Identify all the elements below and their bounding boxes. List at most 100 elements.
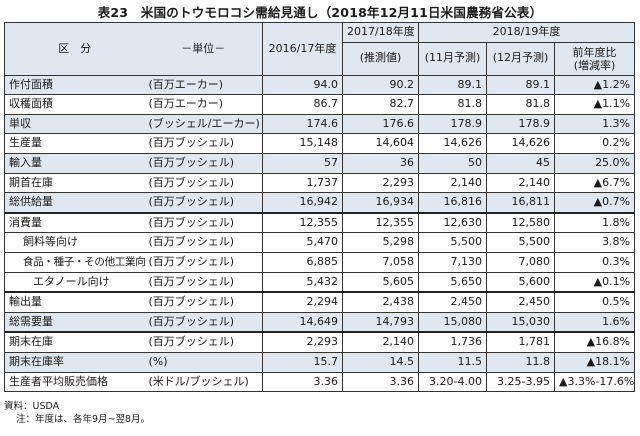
header-2017-estimate: (推測値) [342, 41, 419, 76]
row-label: 生産者平均販売価格 [4, 371, 145, 393]
row-label: 作付面積 [4, 74, 145, 96]
table-row: 輸出量 (百万ブッシェル) 2,294 2,438 2,450 2,450 0.5% [4, 291, 636, 313]
row-unit: (百万エーカー) [144, 74, 263, 96]
row-label: 食品・種子・その他工業向け [4, 251, 145, 273]
value-2018-nov: 3.20-4.00 [418, 371, 487, 393]
table-row: 総供給量 (百万ブッシェル) 16,942 16,934 16,816 16,811 ▲0.… [4, 192, 636, 214]
value-2018-nov: 12,630 [418, 211, 487, 234]
value-2017: 7,058 [342, 251, 419, 273]
value-2018-nov: 15,080 [418, 311, 487, 333]
value-2017: 90.2 [342, 74, 419, 96]
value-2016: 6,885 [262, 251, 343, 273]
value-2017: 5,605 [342, 271, 419, 293]
value-2018-nov: 16,816 [418, 192, 487, 214]
value-2018-nov: 81.8 [418, 94, 487, 115]
value-change: ▲0.7% [553, 192, 636, 214]
value-2016: 12,355 [262, 211, 343, 234]
value-2018-nov: 1,736 [418, 331, 487, 353]
value-2017: 82.7 [342, 94, 419, 115]
value-2017: 3.36 [342, 371, 419, 393]
header-kubun: 区 分 [4, 22, 145, 76]
value-change: 1.8% [553, 211, 636, 234]
row-label: 輸出量 [4, 291, 145, 313]
value-2016: 2,293 [262, 331, 343, 353]
value-2018-nov: 7,130 [418, 251, 487, 273]
value-2017: 176.6 [342, 113, 419, 135]
value-2018-nov: 2,450 [418, 291, 487, 313]
value-2017: 5,298 [342, 232, 419, 253]
value-2017: 36 [342, 152, 419, 174]
value-2016: 57 [262, 152, 343, 174]
value-2017: 14,793 [342, 311, 419, 333]
value-2018-dec: 81.8 [486, 94, 555, 115]
value-2018-nov: 89.1 [418, 74, 487, 96]
value-2018-dec: 15,030 [486, 311, 555, 333]
table-row: 生産者平均販売価格 (米ドル/ブッシェル) 3.36 3.36 3.20-4.00 3.2… [4, 371, 636, 393]
header-2018-nov: (11月予測) [418, 41, 487, 76]
row-unit: (百万ブッシェル) [144, 211, 263, 234]
value-change: 25.0% [553, 152, 636, 174]
table-row: 期末在庫率 (%) 15.7 14.5 11.5 11.8 ▲18.1% [4, 351, 636, 373]
value-change: 0.2% [553, 133, 636, 154]
value-change: ▲16.8% [553, 331, 636, 353]
value-2018-nov: 14,626 [418, 133, 487, 154]
value-2016: 94.0 [262, 74, 343, 96]
table-row: 消費量 (百万ブッシェル) 12,355 12,355 12,630 12,580 1.8% [4, 211, 636, 234]
row-unit: (米ドル/ブッシェル) [144, 371, 263, 393]
value-change: ▲0.1% [553, 271, 636, 293]
row-unit: (百万エーカー) [144, 94, 263, 115]
table-row: 単収 (ブッシェル/エーカー) 174.6 176.6 178.9 178.9 1.3% [4, 113, 636, 135]
value-2016: 86.7 [262, 94, 343, 115]
header-2018: 2018/19年度 [417, 22, 636, 43]
table-row: 生産量 (百万ブッシェル) 15,148 14,604 14,626 14,626 0.2% [4, 133, 636, 154]
row-unit: (%) [144, 351, 263, 373]
row-label: エタノール向け [4, 271, 145, 293]
value-2018-dec: 12,580 [486, 211, 555, 234]
row-unit: (百万ブッシェル) [144, 291, 263, 313]
value-2016: 3.36 [262, 371, 343, 393]
value-2017: 2,293 [342, 172, 419, 194]
value-2018-dec: 2,450 [486, 291, 555, 313]
table-row: 作付面積 (百万エーカー) 94.0 90.2 89.1 89.1 ▲1.2% [4, 74, 636, 96]
header-2018-dec: (12月予測) [486, 41, 555, 76]
row-unit: (ブッシェル/エーカー) [144, 113, 263, 135]
row-label: 期末在庫率 [4, 351, 145, 373]
value-2016: 5,432 [262, 271, 343, 293]
row-unit: (百万ブッシェル) [144, 331, 263, 353]
value-2016: 174.6 [262, 113, 343, 135]
table-row: 飼料等向け (百万ブッシェル) 5,470 5,298 5,500 5,500 3.8% [4, 232, 636, 253]
value-2018-dec: 1,781 [486, 331, 555, 353]
value-2018-dec: 3.25-3.95 [486, 371, 555, 393]
row-label: 期首在庫 [4, 172, 145, 194]
value-2018-nov: 178.9 [418, 113, 487, 135]
row-unit: (百万ブッシェル) [144, 311, 263, 333]
header-2016: 2016/17年度 [262, 22, 343, 76]
table-row: 食品・種子・その他工業向け (百万ブッシェル) 6,885 7,058 7,130 7,0… [4, 251, 636, 273]
value-change: ▲1.1% [553, 94, 636, 115]
row-unit: (百万ブッシェル) [144, 232, 263, 253]
value-2018-dec: 5,600 [486, 271, 555, 293]
header-change-line2: (増減率) [573, 58, 616, 72]
value-2018-dec: 2,140 [486, 172, 555, 194]
row-label: 消費量 [4, 211, 145, 234]
value-2016: 15,148 [262, 133, 343, 154]
row-unit: (百万ブッシェル) [144, 152, 263, 174]
value-2017: 2,140 [342, 331, 419, 353]
notes: 資料：USDA 注：年度は、各年9月~翌8月。 [4, 400, 150, 426]
value-2018-nov: 2,140 [418, 172, 487, 194]
value-2017: 2,438 [342, 291, 419, 313]
value-2018-dec: 14,626 [486, 133, 555, 154]
row-label: 収穫面積 [4, 94, 145, 115]
value-change: ▲6.7% [553, 172, 636, 194]
value-change: ▲3.3%-17.6% [553, 371, 636, 393]
value-2017: 14,604 [342, 133, 419, 154]
table-row: エタノール向け (百万ブッシェル) 5,432 5,605 5,650 5,600 ▲0.1… [4, 271, 636, 293]
table-row: 総需要量 (百万ブッシェル) 14,649 14,793 15,080 15,030 1.6… [4, 311, 636, 333]
value-2018-dec: 89.1 [486, 74, 555, 96]
value-2016: 1,737 [262, 172, 343, 194]
value-change: 3.8% [553, 232, 636, 253]
value-2018-dec: 7,080 [486, 251, 555, 273]
row-label: 輸入量 [4, 152, 145, 174]
value-2016: 2,294 [262, 291, 343, 313]
row-label: 期末在庫 [4, 331, 145, 353]
